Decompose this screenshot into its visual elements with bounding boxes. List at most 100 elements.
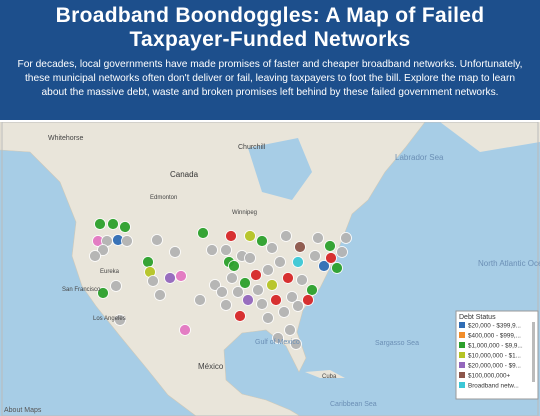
legend-label: $1,000,000 - $9,9... (468, 343, 523, 350)
map-marker[interactable] (151, 234, 163, 246)
legend-swatch (459, 362, 465, 368)
map-marker[interactable] (175, 270, 187, 282)
map-marker[interactable] (252, 284, 264, 296)
map-marker[interactable] (209, 279, 221, 291)
map[interactable]: Whitehorse Churchill Canada Edmonton Winnipe… (0, 122, 540, 416)
legend: Debt Status $20,000 - $399,9... $400,000 … (455, 310, 539, 400)
header: Broadband Boondoggles: A Map of Failed T… (0, 0, 540, 120)
legend-label: $100,000,000+ (468, 373, 511, 380)
map-marker[interactable] (290, 338, 302, 350)
map-marker[interactable] (197, 227, 209, 239)
description: For decades, local governments have made… (17, 59, 523, 98)
title: Broadband Boondoggles: A Map of Failed T… (55, 4, 485, 51)
map-border (1, 122, 539, 416)
map-marker[interactable] (318, 260, 330, 272)
map-marker[interactable] (228, 260, 240, 272)
map-marker[interactable] (154, 289, 166, 301)
map-marker[interactable] (282, 272, 294, 284)
hudson-bay (248, 138, 312, 200)
map-marker[interactable] (110, 280, 122, 292)
place-label: Sargasso Sea (375, 340, 419, 347)
place-label: San Francisco (62, 287, 101, 293)
place-label: Churchill (238, 144, 266, 151)
map-marker[interactable] (266, 242, 278, 254)
greenland (440, 122, 540, 152)
map-marker[interactable] (324, 240, 336, 252)
map-marker[interactable] (286, 291, 298, 303)
map-marker[interactable] (256, 298, 268, 310)
cuba (305, 370, 345, 378)
map-marker[interactable] (119, 221, 131, 233)
place-label: Labrador Sea (395, 153, 444, 162)
map-marker[interactable] (266, 279, 278, 291)
map-marker[interactable] (294, 241, 306, 253)
map-marker[interactable] (336, 246, 348, 258)
map-marker[interactable] (147, 275, 159, 287)
legend-label: $20,000 - $399,9... (468, 323, 521, 330)
map-marker[interactable] (270, 294, 282, 306)
map-marker[interactable] (94, 218, 106, 230)
map-marker[interactable] (226, 272, 238, 284)
map-marker[interactable] (292, 256, 304, 268)
map-marker[interactable] (302, 294, 314, 306)
attribution[interactable]: About Maps (4, 407, 42, 414)
legend-swatch (459, 342, 465, 348)
legend-label: $10,000,000 - $1... (468, 353, 521, 360)
map-marker[interactable] (239, 277, 251, 289)
place-label: Eureka (100, 269, 120, 275)
legend-swatch (459, 372, 465, 378)
map-marker[interactable] (232, 286, 244, 298)
map-marker[interactable] (262, 264, 274, 276)
place-label: Caribbean Sea (330, 401, 377, 408)
map-marker[interactable] (121, 235, 133, 247)
place-label: Los Angeles (93, 316, 126, 322)
map-marker[interactable] (206, 244, 218, 256)
map-marker[interactable] (220, 299, 232, 311)
map-marker[interactable] (107, 218, 119, 230)
map-marker[interactable] (278, 306, 290, 318)
place-label: Gulf of Mexico (255, 339, 300, 346)
map-marker[interactable] (331, 262, 343, 274)
map-marker[interactable] (306, 284, 318, 296)
place-label: Canada (170, 170, 199, 179)
map-marker[interactable] (179, 324, 191, 336)
map-marker[interactable] (250, 269, 262, 281)
map-marker[interactable] (296, 274, 308, 286)
legend-swatch (459, 382, 465, 388)
map-marker[interactable] (234, 310, 246, 322)
legend-label: $400,000 - $999,... (468, 333, 521, 340)
map-marker[interactable] (194, 294, 206, 306)
map-marker[interactable] (164, 272, 176, 284)
map-marker[interactable] (292, 300, 304, 312)
map-marker[interactable] (225, 230, 237, 242)
map-marker[interactable] (244, 252, 256, 264)
map-marker[interactable] (325, 252, 337, 264)
legend-label: $20,000,000 - $9... (468, 363, 521, 370)
map-marker[interactable] (220, 244, 232, 256)
scrollbar[interactable] (532, 322, 535, 382)
map-marker[interactable] (97, 287, 109, 299)
map-marker[interactable] (242, 294, 254, 306)
map-marker[interactable] (340, 232, 352, 244)
legend-swatch (459, 352, 465, 358)
map-marker[interactable] (284, 324, 296, 336)
map-marker[interactable] (272, 332, 284, 344)
map-marker[interactable] (89, 250, 101, 262)
map-marker[interactable] (216, 286, 228, 298)
map-marker[interactable] (280, 230, 292, 242)
map-marker[interactable] (97, 244, 109, 256)
map-marker[interactable] (244, 230, 256, 242)
map-marker[interactable] (114, 314, 126, 326)
legend-box (455, 310, 539, 400)
map-marker[interactable] (262, 312, 274, 324)
legend-swatch (459, 322, 465, 328)
map-marker[interactable] (274, 256, 286, 268)
map-marker[interactable] (256, 235, 268, 247)
map-marker[interactable] (312, 232, 324, 244)
map-marker[interactable] (169, 246, 181, 258)
map-marker[interactable] (309, 250, 321, 262)
map-marker[interactable] (142, 256, 154, 268)
place-label: Winnipeg (232, 210, 257, 216)
place-label: Whitehorse (48, 135, 84, 142)
